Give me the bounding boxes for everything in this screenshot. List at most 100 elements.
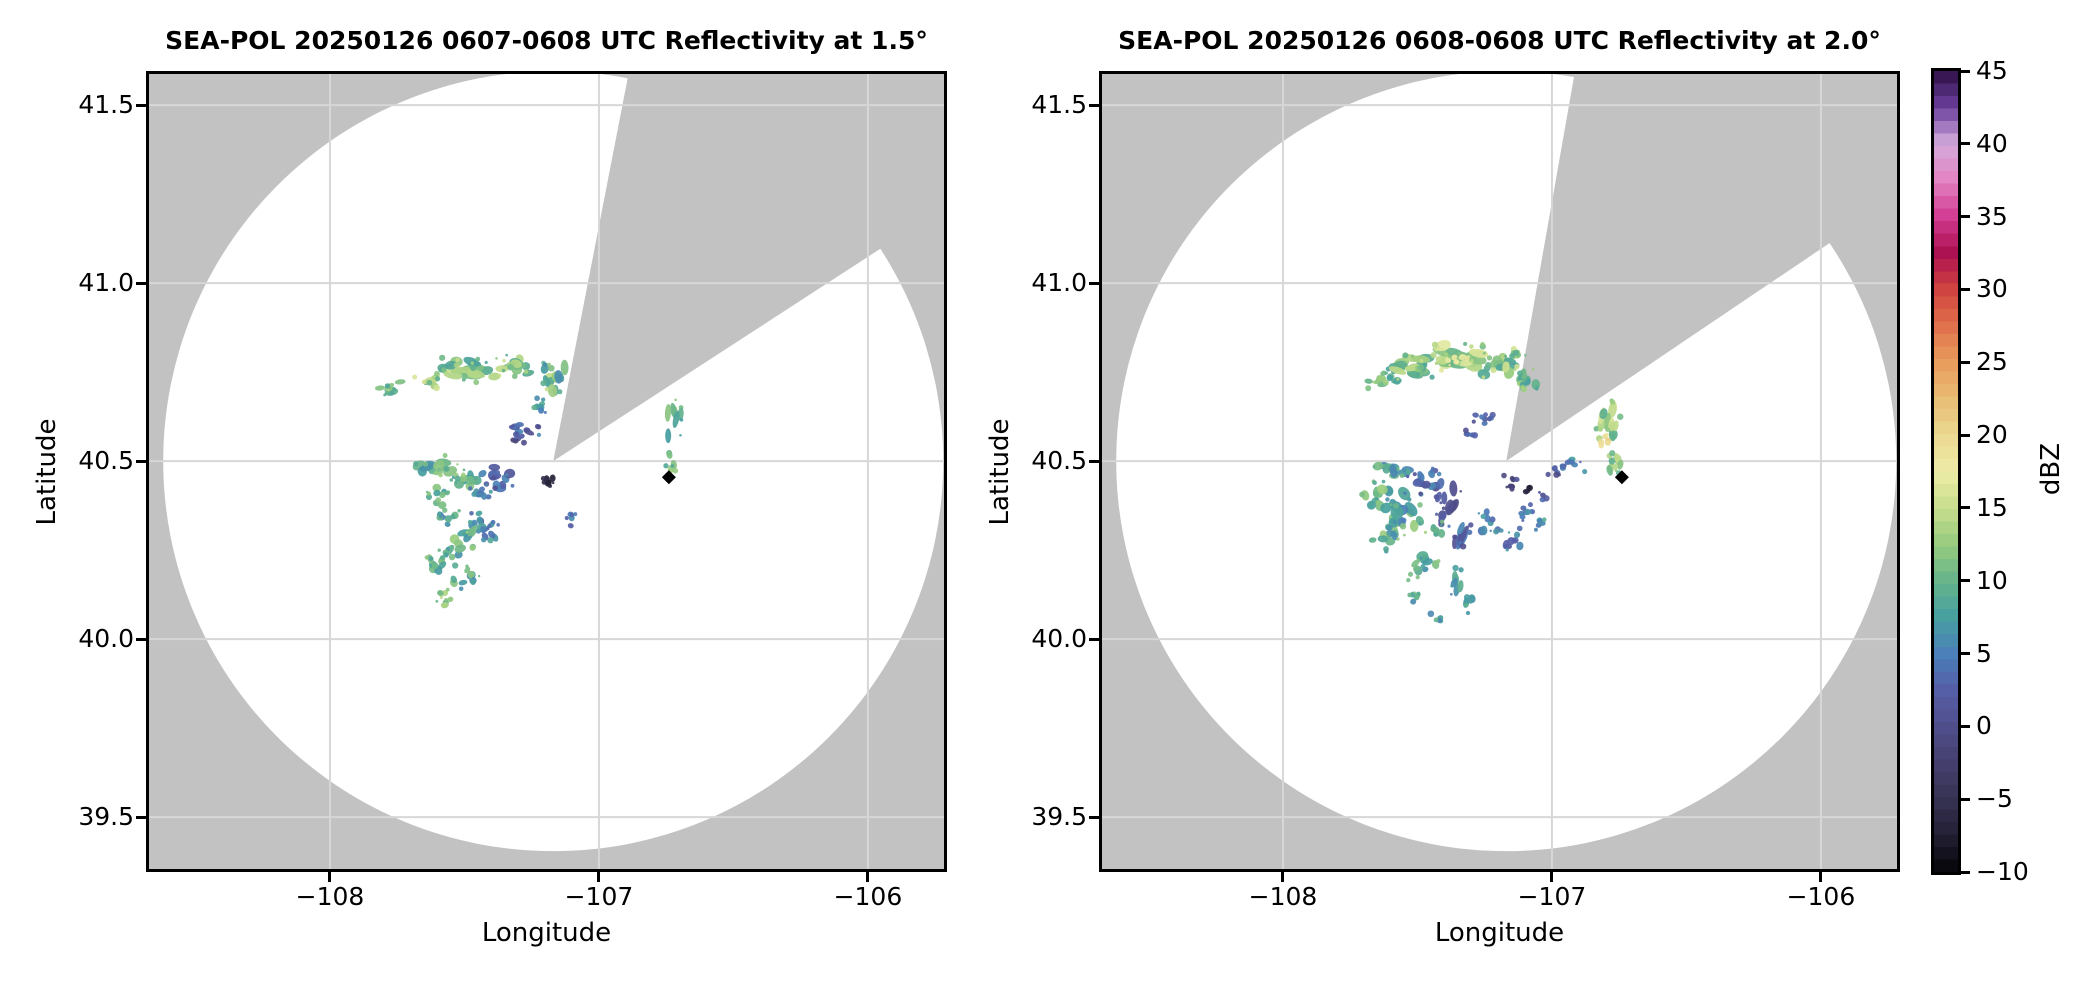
- y-tickmark: [136, 281, 146, 285]
- echo-speckle: [494, 486, 497, 489]
- echo-speckle: [437, 590, 444, 597]
- echo-speckle: [461, 373, 468, 380]
- echo-speckle: [439, 555, 445, 561]
- echo-speckle: [1464, 603, 1469, 608]
- echo-speckle: [467, 519, 473, 525]
- echo-speckle: [1489, 529, 1492, 533]
- echo-speckle: [521, 439, 527, 446]
- echo-blob: [437, 501, 447, 509]
- colorbar-tickmark: [1961, 579, 1970, 583]
- x-tickmark: [328, 872, 332, 882]
- radar-panel-left-plot: [146, 71, 947, 872]
- echo-speckle: [534, 395, 540, 402]
- echo-speckle: [1420, 564, 1426, 569]
- echo-speckle: [412, 374, 418, 380]
- echo-blob: [1604, 440, 1611, 446]
- echo-speckle: [1481, 375, 1486, 380]
- y-tickmark: [1089, 459, 1099, 463]
- echo-speckle: [483, 482, 487, 486]
- tick-label: 40.5: [1031, 446, 1087, 476]
- echo-blob: [1417, 471, 1424, 480]
- echo-blob: [1389, 464, 1397, 474]
- echo-speckle: [1447, 524, 1451, 528]
- echo-speckle: [1579, 460, 1582, 464]
- echo-speckle: [455, 357, 460, 362]
- echo-blob: [549, 474, 556, 483]
- echo-speckle: [1359, 491, 1365, 498]
- echo-blob: [447, 596, 454, 603]
- echo-speckle: [564, 515, 569, 521]
- echo-blob: [1606, 465, 1613, 476]
- echo-speckle: [467, 486, 473, 491]
- echo-blob: [444, 360, 458, 370]
- echo-speckle: [546, 362, 552, 367]
- colorbar-tickmark: [1961, 724, 1970, 728]
- echo-blob: [444, 521, 451, 527]
- colorbar-tick-label: 30: [1976, 274, 2008, 304]
- echo-speckle: [540, 476, 546, 481]
- echo-speckle: [1385, 497, 1390, 502]
- tick-label: 41.0: [1031, 268, 1087, 298]
- echo-blob: [515, 421, 524, 428]
- echo-speckle: [1386, 374, 1394, 382]
- echo-speckle: [1505, 548, 1509, 552]
- echo-speckle: [1434, 361, 1439, 365]
- y-tickmark: [1089, 637, 1099, 641]
- echo-speckle: [1381, 479, 1386, 484]
- echo-speckle: [1545, 471, 1551, 478]
- plot-frame: [146, 71, 947, 872]
- radar-panel-right-plot: [1099, 71, 1900, 872]
- echo-blob: [464, 566, 471, 574]
- echo-blob: [1390, 505, 1404, 520]
- echo-speckle: [437, 511, 442, 516]
- echo-speckle: [1452, 534, 1457, 540]
- echo-speckle: [1468, 522, 1474, 528]
- echo-blob: [1520, 505, 1527, 511]
- echo-speckle: [1439, 519, 1445, 524]
- echo-speckle: [569, 512, 575, 518]
- echo-speckle: [422, 461, 429, 467]
- echo-speckle: [1438, 367, 1444, 373]
- echo-blob: [1416, 551, 1429, 562]
- y-tickmark: [1089, 103, 1099, 107]
- echo-speckle: [1469, 344, 1474, 349]
- echo-speckle: [1374, 497, 1378, 501]
- echo-speckle: [1501, 472, 1507, 479]
- echo-speckle: [512, 431, 520, 438]
- echo-speckle: [1609, 399, 1616, 405]
- echo-speckle: [384, 383, 391, 389]
- echo-blob: [1441, 491, 1448, 505]
- echo-blob: [495, 365, 509, 373]
- echo-speckle: [383, 393, 387, 397]
- echo-speckle: [443, 552, 449, 558]
- echo-speckle: [461, 472, 466, 478]
- echo-blob: [458, 579, 468, 586]
- echo-speckle: [430, 384, 434, 388]
- echo-speckle: [1369, 502, 1374, 507]
- echo-speckle: [663, 463, 669, 469]
- echo-speckle: [1396, 377, 1400, 381]
- tick-label: 39.5: [1031, 802, 1087, 832]
- echo-speckle: [1419, 556, 1423, 560]
- echo-speckle: [1402, 352, 1409, 359]
- echo-speckle: [523, 369, 529, 375]
- echo-speckle: [491, 475, 496, 480]
- echo-blob: [476, 516, 484, 525]
- echo-blob: [488, 530, 496, 539]
- echo-blob: [1481, 420, 1488, 426]
- panel-left-xaxis-label: Longitude: [481, 918, 612, 948]
- echo-speckle: [1459, 489, 1463, 493]
- echo-speckle: [449, 478, 454, 482]
- echo-speckle: [439, 354, 446, 361]
- echo-blob: [1428, 470, 1436, 479]
- echo-blob: [1608, 428, 1616, 442]
- echo-blob: [665, 428, 672, 444]
- echo-speckle: [542, 362, 548, 368]
- echo-speckle: [511, 373, 518, 380]
- echo-blob: [1435, 355, 1448, 365]
- echo-speckle: [1480, 513, 1486, 520]
- echo-speckle: [1403, 533, 1406, 537]
- echo-speckle: [513, 425, 518, 431]
- echo-speckle: [1513, 368, 1517, 372]
- echo-speckle: [1582, 468, 1588, 475]
